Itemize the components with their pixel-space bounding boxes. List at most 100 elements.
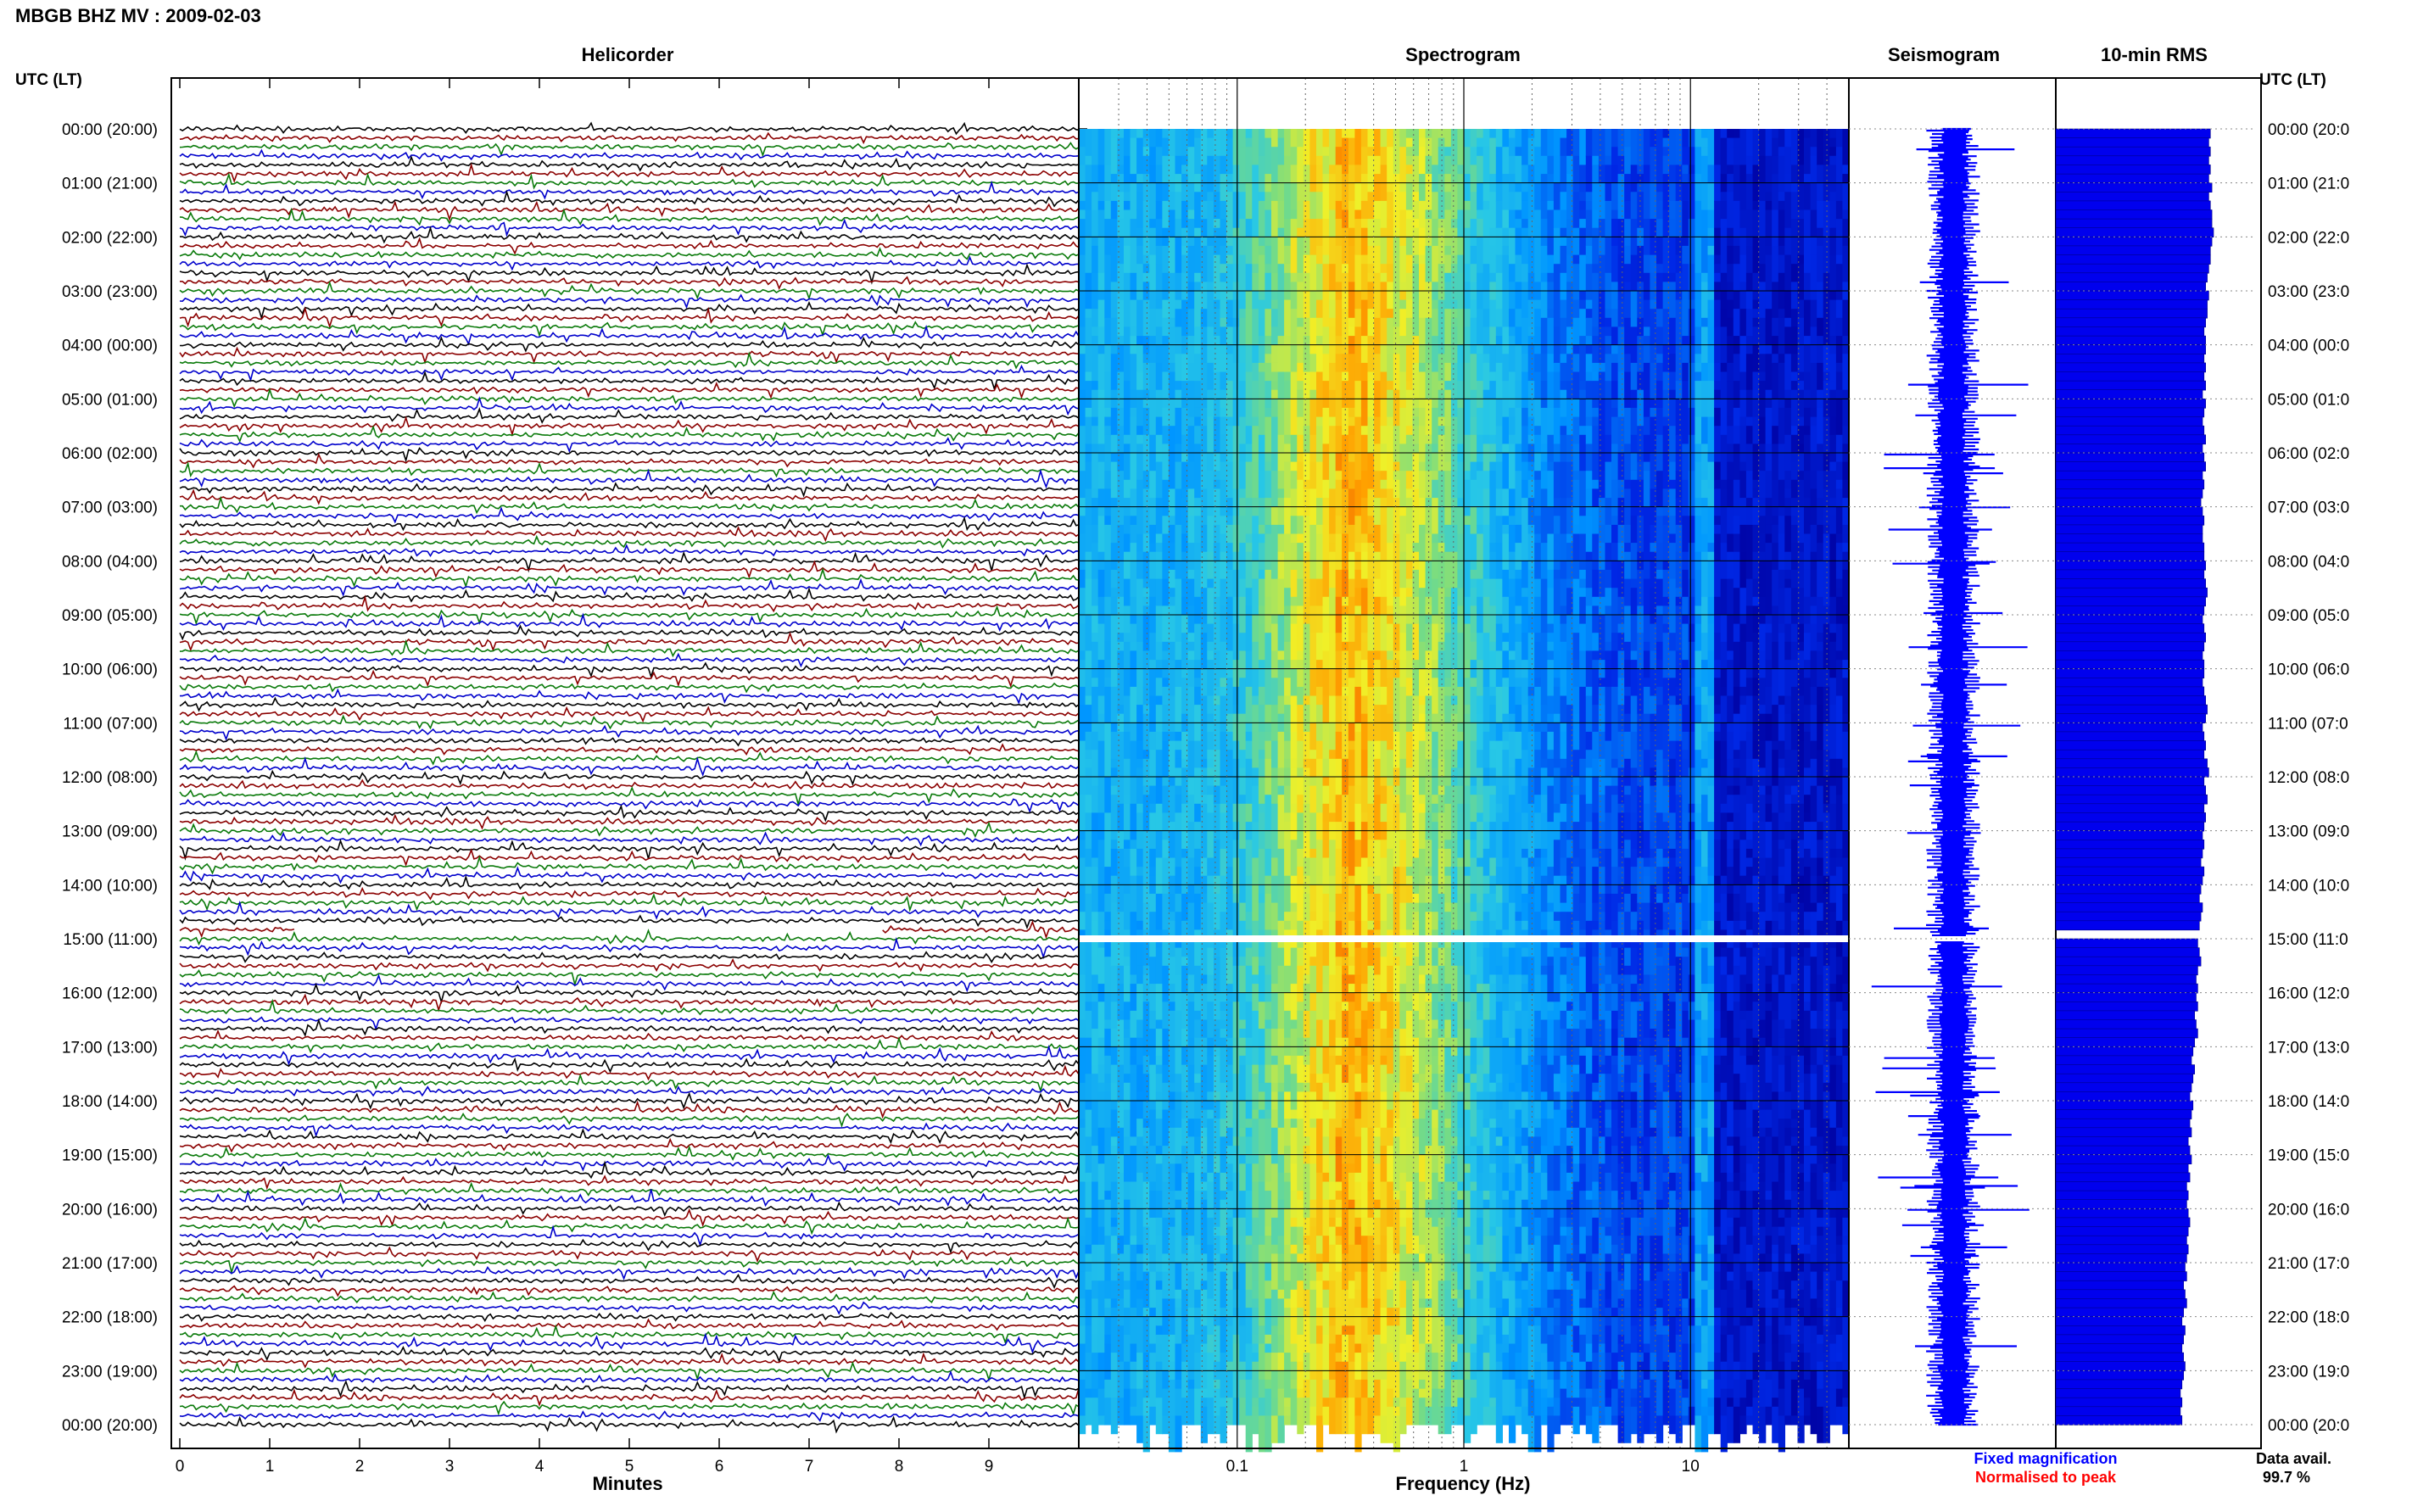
spectrogram-cell	[1561, 912, 1567, 948]
spectrogram-cell	[1528, 1280, 1535, 1308]
spectrogram-cell	[1124, 1335, 1131, 1362]
spectrogram-cell	[1098, 201, 1105, 210]
spectrogram-cell	[1579, 507, 1586, 516]
spectrogram-cell	[1265, 723, 1271, 732]
spectrogram-cell	[1573, 534, 1580, 561]
spectrogram-cell	[1149, 732, 1156, 750]
spectrogram-cell	[1516, 1298, 1522, 1308]
spectrogram-cell	[1361, 363, 1368, 382]
spectrogram-cell	[1175, 156, 1182, 175]
spectrogram-cell	[1092, 732, 1098, 750]
spectrogram-cell	[1387, 1344, 1393, 1353]
spectrogram-cell	[1239, 966, 1246, 993]
spectrogram-cell	[1496, 867, 1503, 885]
spectrogram-cell	[1406, 1317, 1413, 1336]
spectrogram-cell	[1284, 1415, 1291, 1425]
spectrogram-cell	[1502, 417, 1509, 444]
spectrogram-cell	[1104, 372, 1111, 409]
spectrogram-cell	[1483, 183, 1490, 202]
spectrogram-cell	[1541, 1119, 1548, 1146]
spectrogram-cell	[1181, 326, 1188, 336]
spectrogram-cell	[1259, 884, 1265, 894]
spectrogram-cell	[1297, 1362, 1304, 1371]
spectrogram-cell	[1092, 884, 1098, 912]
spectrogram-cell	[1156, 804, 1163, 831]
spectrogram-cell	[1361, 1308, 1368, 1344]
spectrogram-cell	[1156, 462, 1163, 499]
spectrogram-cell	[1233, 858, 1240, 895]
spectrogram-cell	[1496, 255, 1503, 274]
spectrogram-cell	[1381, 273, 1387, 282]
spectrogram-cell	[1175, 381, 1182, 390]
spectrogram-cell	[1194, 381, 1201, 408]
spectrogram-cell	[1406, 1001, 1413, 1011]
spectrogram-cell	[1316, 219, 1323, 246]
spectrogram-cell	[1489, 1398, 1496, 1407]
spectrogram-cell	[1278, 201, 1285, 228]
spectrogram-cell	[1566, 876, 1573, 885]
spectrogram-cell	[1220, 1317, 1227, 1353]
spectrogram-cell	[1271, 984, 1278, 993]
spectrogram-cell	[1554, 876, 1561, 912]
spectrogram-cell	[1483, 1091, 1490, 1119]
spectrogram-cell	[1509, 282, 1516, 309]
spectrogram-cell	[1297, 1253, 1304, 1263]
spectrogram-cell	[1426, 1370, 1432, 1398]
spectrogram-cell	[1534, 678, 1541, 687]
spectrogram-cell	[1092, 309, 1098, 327]
spectrogram-cell	[1471, 534, 1477, 561]
spectrogram-cell	[1188, 903, 1195, 940]
spectrogram-cell	[1220, 605, 1227, 642]
spectrogram-cell	[1297, 741, 1304, 768]
spectrogram-cell	[1214, 1046, 1220, 1056]
spectrogram-cell	[1586, 129, 1593, 156]
spectrogram-cell	[1175, 831, 1182, 868]
spectrogram-cell	[1432, 408, 1438, 444]
spectrogram-cell	[1457, 669, 1464, 688]
spectrogram-cell	[1143, 597, 1150, 606]
spectrogram-cell	[1291, 1110, 1298, 1119]
spectrogram-cell	[1592, 777, 1599, 813]
spectrogram-cell	[1136, 849, 1143, 868]
spectrogram-cell	[1188, 147, 1195, 183]
spectrogram-cell	[1175, 642, 1182, 661]
spectrogram-cell	[1432, 498, 1438, 534]
spectrogram-cell	[1579, 957, 1586, 993]
spectrogram-cell	[1554, 1020, 1561, 1057]
spectrogram-cell	[1586, 750, 1593, 768]
spectrogram-cell	[1509, 228, 1516, 265]
spectrogram-cell	[1175, 237, 1182, 273]
spectrogram-cell	[1399, 516, 1406, 552]
spectrogram-cell	[1136, 1263, 1143, 1281]
spectrogram-cell	[1156, 660, 1163, 669]
spectrogram-cell	[1316, 1155, 1323, 1174]
spectrogram-cell	[1265, 1280, 1271, 1299]
spectrogram-cell	[1104, 471, 1111, 489]
spectrogram-cell	[1297, 579, 1304, 606]
spectrogram-cell	[1252, 201, 1259, 237]
spectrogram-cell	[1291, 471, 1298, 480]
time-label-left: 19:00 (15:00)	[62, 1147, 158, 1165]
spectrogram-cell	[1573, 1208, 1580, 1245]
spectrogram-cell	[1381, 1415, 1387, 1442]
spectrogram-cell	[1509, 687, 1516, 714]
spectrogram-cell	[1131, 174, 1137, 183]
spectrogram-cell	[1124, 1389, 1131, 1426]
spectrogram-cell	[1592, 381, 1599, 408]
spectrogram-cell	[1136, 1253, 1143, 1263]
spectrogram-cell	[1579, 795, 1586, 831]
spectrogram-cell	[1381, 345, 1387, 372]
spectrogram-cell	[1579, 1227, 1586, 1254]
spectrogram-cell	[1271, 1325, 1278, 1335]
spectrogram-cell	[1457, 1046, 1464, 1074]
spectrogram-cell	[1156, 678, 1163, 696]
spectrogram-cell	[1329, 1056, 1336, 1092]
spectrogram-cell	[1086, 1038, 1092, 1074]
spectrogram-cell	[1323, 1308, 1330, 1335]
spectrogram-cell	[1111, 435, 1118, 454]
spectrogram-cell	[1092, 1280, 1098, 1299]
spectrogram-cell	[1547, 1415, 1554, 1452]
spectrogram-cell	[1348, 1362, 1355, 1398]
spectrogram-cell	[1516, 687, 1522, 706]
spectrogram-cell	[1483, 849, 1490, 876]
